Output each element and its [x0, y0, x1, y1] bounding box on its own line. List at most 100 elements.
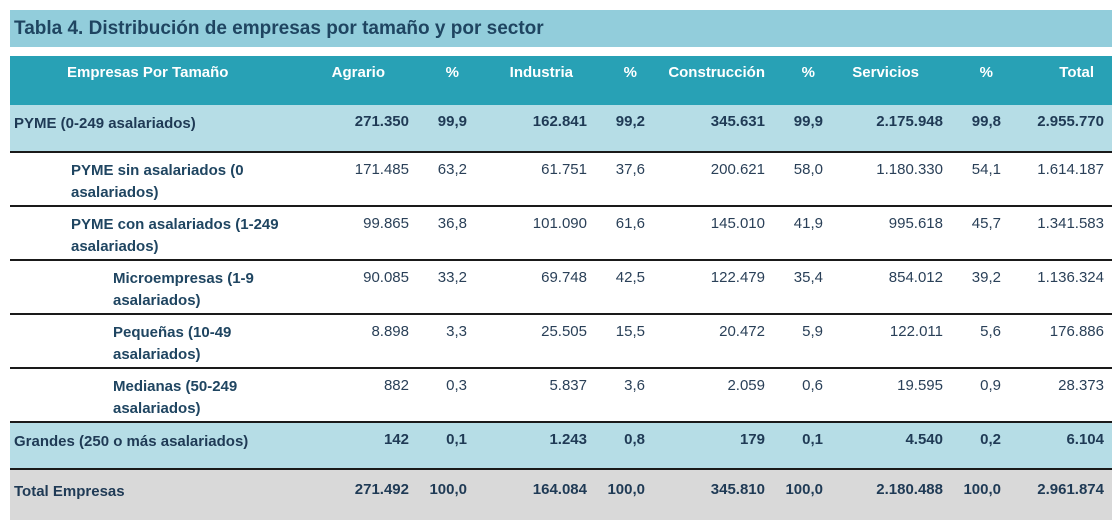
cell-pct-construccion: 41,9	[773, 205, 831, 260]
col-header-construccion: Construcción	[668, 64, 765, 81]
col-header-industria: Industria	[509, 64, 573, 81]
cell-construccion: 145.010	[653, 205, 773, 260]
cell-industria: 5.837	[475, 367, 595, 422]
cell-construccion: 200.621	[653, 151, 773, 206]
row-label: Microempresas (1-9 asalariados)	[10, 259, 316, 314]
cell-servicios: 1.180.330	[831, 151, 951, 206]
table-row-pyme-con-asalariados: PYME con asalariados (1-249 asalariados)…	[10, 205, 1112, 260]
table-row-microempresas: Microempresas (1-9 asalariados) 90.085 3…	[10, 259, 1112, 314]
cell-agrario: 882	[316, 367, 417, 422]
cell-servicios: 854.012	[831, 259, 951, 314]
cell-agrario: 90.085	[316, 259, 417, 314]
cell-industria: 162.841	[532, 113, 587, 130]
table-row-medianas: Medianas (50-249 asalariados) 882 0,3 5.…	[10, 367, 1112, 422]
cell-servicios: 19.595	[831, 367, 951, 422]
cell-pct-construccion: 99,9	[793, 113, 823, 130]
cell-construccion: 20.472	[653, 313, 773, 368]
cell-pct-servicios: 45,7	[951, 205, 1009, 260]
cell-pct-agrario: 36,8	[417, 205, 475, 260]
cell-total: 2.955.770	[1037, 113, 1104, 130]
cell-construccion: 345.631	[710, 113, 765, 130]
cell-pct-construccion: 0,6	[773, 367, 831, 422]
cell-servicios: 122.011	[831, 313, 951, 368]
cell-pct-servicios: 39,2	[951, 259, 1009, 314]
table-row-grandes: Grandes (250 o más asalariados) 142 0,1 …	[10, 421, 1112, 469]
cell-industria: 25.505	[475, 313, 595, 368]
row-label: PYME con asalariados (1-249 asalariados)	[10, 205, 316, 260]
cell-pct-agrario: 33,2	[417, 259, 475, 314]
cell-pct-industria: 3,6	[595, 367, 653, 422]
cell-servicios: 2.175.948	[876, 113, 943, 130]
cell-pct-industria: 37,6	[595, 151, 653, 206]
cell-construccion: 2.059	[653, 367, 773, 422]
cell-industria: 1.243	[475, 421, 595, 469]
cell-agrario: 99.865	[316, 205, 417, 260]
cell-industria: 164.084	[475, 468, 595, 520]
table-title: Tabla 4. Distribución de empresas por ta…	[10, 10, 1112, 47]
cell-pct-agrario: 63,2	[417, 151, 475, 206]
cell-pct-servicios: 99,8	[971, 113, 1001, 130]
col-header-total: Total	[1059, 64, 1094, 81]
cell-pct-agrario: 0,1	[417, 421, 475, 469]
row-label: PYME sin asalariados (0 asalariados)	[10, 151, 316, 206]
cell-pct-servicios: 54,1	[951, 151, 1009, 206]
cell-pct-agrario: 99,9	[437, 113, 467, 130]
cell-servicios: 2.180.488	[831, 468, 951, 520]
cell-agrario: 271.350	[354, 113, 409, 130]
row-label: Total Empresas	[10, 468, 316, 520]
cell-pct-construccion: 0,1	[773, 421, 831, 469]
cell-pct-industria: 99,2	[615, 113, 645, 130]
cell-industria: 69.748	[475, 259, 595, 314]
cell-servicios: 4.540	[831, 421, 951, 469]
cell-total: 1.614.187	[1009, 151, 1112, 206]
cell-pct-agrario: 100,0	[417, 468, 475, 520]
cell-pct-industria: 100,0	[595, 468, 653, 520]
cell-pct-servicios: 100,0	[951, 468, 1009, 520]
col-header-pct-servicios: %	[979, 64, 993, 81]
col-header-agrario: Agrario	[331, 64, 385, 81]
cell-total: 2.961.874	[1009, 468, 1112, 520]
cell-servicios: 995.618	[831, 205, 951, 260]
cell-total: 1.341.583	[1009, 205, 1112, 260]
cell-construccion: 122.479	[653, 259, 773, 314]
row-label: Medianas (50-249 asalariados)	[10, 367, 316, 422]
cell-pct-agrario: 3,3	[417, 313, 475, 368]
col-header-servicios: Servicios	[852, 64, 919, 81]
cell-pct-construccion: 35,4	[773, 259, 831, 314]
table-row-pequenas: Pequeñas (10-49 asalariados) 8.898 3,3 2…	[10, 313, 1112, 368]
cell-construccion: 179	[653, 421, 773, 469]
cell-agrario: 171.485	[316, 151, 417, 206]
col-header-pct-industria: %	[623, 64, 637, 81]
row-label: PYME (0-249 asalariados)	[14, 115, 196, 132]
cell-pct-agrario: 0,3	[417, 367, 475, 422]
table-row-pyme-sin-asalariados: PYME sin asalariados (0 asalariados) 171…	[10, 151, 1112, 206]
companies-table: Empresas Por Tamaño Agrario % Industria …	[10, 56, 1112, 520]
cell-pct-construccion: 100,0	[773, 468, 831, 520]
cell-pct-construccion: 5,9	[773, 313, 831, 368]
cell-total: 1.136.324	[1009, 259, 1112, 314]
cell-total: 176.886	[1009, 313, 1112, 368]
cell-construccion: 345.810	[653, 468, 773, 520]
row-label: Pequeñas (10-49 asalariados)	[10, 313, 316, 368]
cell-pct-industria: 15,5	[595, 313, 653, 368]
cell-pct-servicios: 0,2	[951, 421, 1009, 469]
cell-agrario: 142	[316, 421, 417, 469]
cell-pct-industria: 0,8	[595, 421, 653, 469]
cell-agrario: 271.492	[316, 468, 417, 520]
cell-industria: 61.751	[475, 151, 595, 206]
table-row-total: Total Empresas 271.492 100,0 164.084 100…	[10, 468, 1112, 520]
table-header-row: Empresas Por Tamaño Agrario % Industria …	[10, 56, 1112, 105]
cell-pct-construccion: 58,0	[773, 151, 831, 206]
cell-industria: 101.090	[475, 205, 595, 260]
cell-pct-industria: 42,5	[595, 259, 653, 314]
cell-pct-servicios: 5,6	[951, 313, 1009, 368]
cell-total: 6.104	[1009, 421, 1112, 469]
cell-pct-industria: 61,6	[595, 205, 653, 260]
col-header-pct-agrario: %	[445, 64, 459, 81]
col-header-pct-construccion: %	[801, 64, 815, 81]
table-row-pyme: PYME (0-249 asalariados) 271.350 99,9 16…	[10, 105, 1112, 152]
row-label: Grandes (250 o más asalariados)	[10, 421, 316, 469]
cell-total: 28.373	[1009, 367, 1112, 422]
cell-pct-servicios: 0,9	[951, 367, 1009, 422]
col-header-size: Empresas Por Tamaño	[67, 64, 229, 81]
